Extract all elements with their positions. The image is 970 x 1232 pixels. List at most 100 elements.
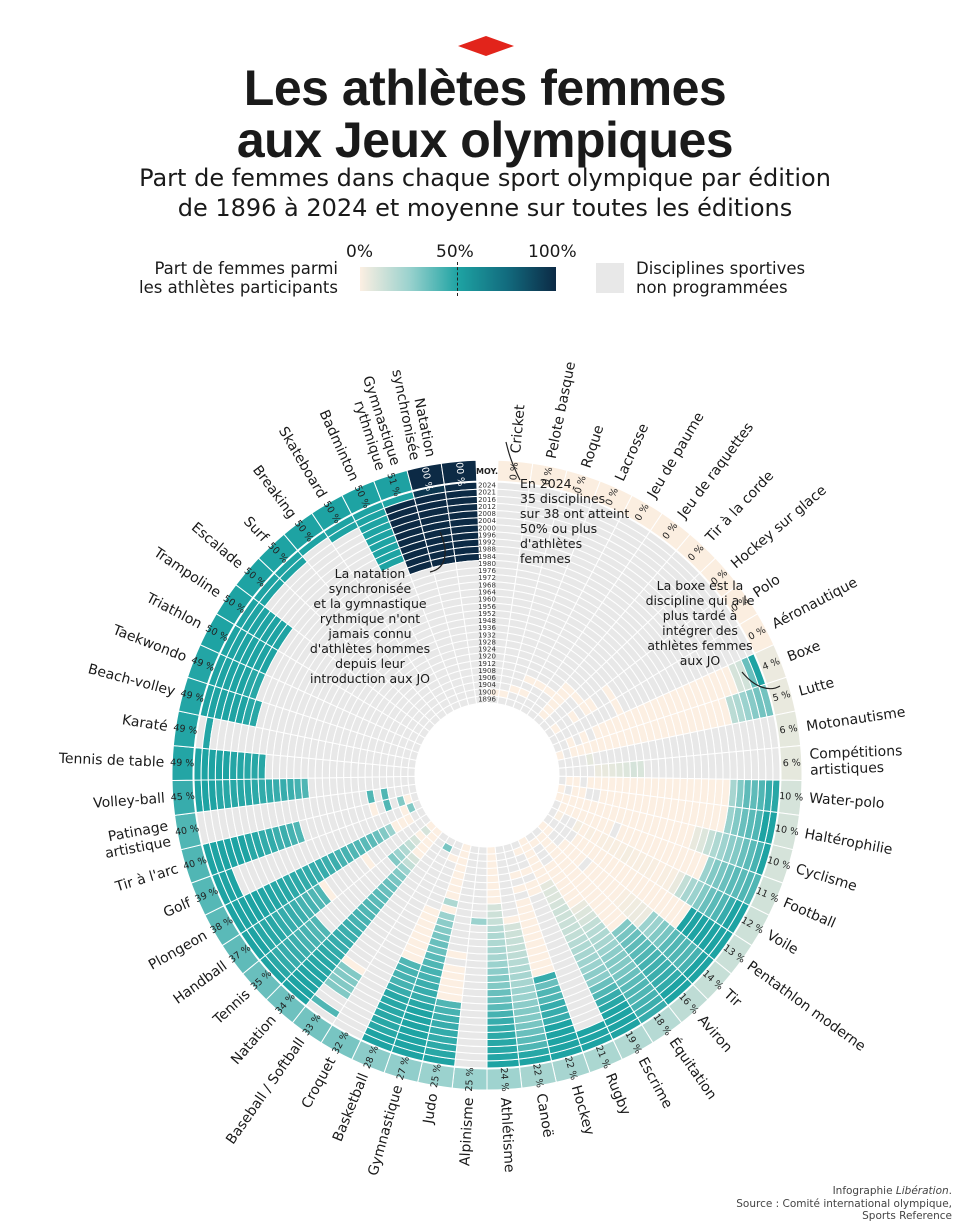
discipline-label: Croquet bbox=[299, 1054, 340, 1111]
legend-tick-0: 0% bbox=[346, 242, 373, 262]
discipline-label: Plongeon bbox=[146, 928, 210, 974]
year-label: 1908 bbox=[478, 667, 496, 675]
heatmap-cell bbox=[486, 853, 498, 862]
discipline-label: Voile bbox=[764, 928, 801, 958]
year-label: 1988 bbox=[478, 546, 496, 554]
year-label: 2016 bbox=[478, 496, 496, 504]
average-value-label: 22 % bbox=[530, 1063, 545, 1089]
legend-not-programmed-label: Disciplines sportives non programmées bbox=[636, 259, 805, 297]
discipline-label: Tir bbox=[720, 986, 745, 1011]
liberation-logo-icon bbox=[458, 36, 514, 56]
discipline-label: Haltérophilie bbox=[803, 826, 894, 858]
average-value-label: 24 % bbox=[498, 1067, 510, 1092]
discipline-label: Motonautisme bbox=[805, 704, 906, 735]
heatmap-cell bbox=[473, 881, 488, 891]
year-ruler: MOY. 202420212016201220082004200019961992… bbox=[476, 467, 498, 703]
year-label: 1948 bbox=[478, 617, 496, 625]
discipline-label: Lacrosse bbox=[612, 421, 652, 483]
heatmap-cell bbox=[565, 766, 574, 778]
year-label: 1960 bbox=[478, 596, 496, 604]
heatmap-cell bbox=[614, 761, 624, 778]
annotation-arrow bbox=[505, 441, 521, 481]
annotation-text: La boxe est la bbox=[657, 578, 744, 593]
heatmap-cell bbox=[607, 762, 617, 778]
legend-not-programmed-swatch bbox=[596, 263, 624, 293]
year-label: 1964 bbox=[478, 589, 496, 597]
average-value-label: 6 % bbox=[783, 758, 801, 770]
discipline-label: Aéronautique bbox=[770, 575, 861, 633]
discipline-label: Athlétisme bbox=[497, 1097, 517, 1173]
chart-subtitle-line2: de 1896 à 2024 et moyenne sur toutes les… bbox=[177, 194, 793, 222]
heatmap-cell bbox=[474, 695, 486, 705]
discipline-label: Boxe bbox=[785, 638, 823, 665]
average-value-label: 10 % bbox=[779, 791, 804, 804]
discipline-label: Handball bbox=[171, 958, 231, 1007]
heatmap-cell bbox=[476, 853, 488, 862]
year-label: 1972 bbox=[478, 574, 496, 582]
chart-title-line1: Les athlètes femmes bbox=[243, 60, 727, 116]
average-value-label: 49 % bbox=[170, 757, 195, 769]
heatmap-cell bbox=[371, 763, 381, 778]
annotation-text: discipline qui a le bbox=[646, 593, 755, 608]
heatmap-cell bbox=[564, 775, 574, 787]
discipline-label: Rugby bbox=[602, 1071, 633, 1118]
legend-scale-label-line1: Part de femmes parmi bbox=[154, 259, 338, 278]
average-ring: 0 % 0 % 0 %0 %0 %0 %0 %0 %0 %0 %4 %5 %6 %6… bbox=[170, 456, 804, 1092]
year-label: 2004 bbox=[478, 517, 496, 525]
discipline-label: Trampoline bbox=[150, 544, 224, 601]
heatmap-cell bbox=[400, 775, 410, 787]
heatmap-cell bbox=[557, 775, 567, 786]
discipline-label: Équitation bbox=[666, 1035, 721, 1103]
credit-line1: Infographie Libération. bbox=[832, 1185, 952, 1197]
discipline-label: Volley-ball bbox=[93, 791, 166, 812]
average-value-label: 10 % bbox=[774, 823, 800, 838]
annotation-text: et la gymnastique bbox=[313, 596, 427, 611]
annotation-text: intégrer des bbox=[662, 623, 738, 638]
discipline-label: Surf bbox=[240, 514, 272, 546]
average-ring-label: MOY. bbox=[476, 467, 498, 476]
year-label: 1904 bbox=[478, 681, 496, 689]
heatmap-cell bbox=[400, 766, 409, 778]
heatmap-cell bbox=[475, 867, 488, 877]
average-value-label: 25 % bbox=[464, 1067, 476, 1092]
year-label: 1984 bbox=[478, 553, 496, 561]
heatmap-cell bbox=[407, 783, 418, 795]
discipline-label: Tennis de table bbox=[57, 751, 164, 771]
heatmap-cell bbox=[494, 844, 506, 855]
heatmap-cell bbox=[385, 765, 395, 778]
annotation-arrow bbox=[429, 531, 446, 573]
discipline-label: Water-polo bbox=[809, 791, 885, 812]
average-ring-cell bbox=[440, 459, 478, 485]
heatmap-cell bbox=[350, 761, 360, 778]
heatmap-cell bbox=[343, 761, 352, 779]
year-label: 1976 bbox=[478, 567, 496, 575]
heatmap-cell bbox=[593, 763, 603, 778]
heatmap-cell bbox=[474, 874, 488, 884]
year-label: 1936 bbox=[478, 624, 496, 632]
annotation-text: athlètes femmes bbox=[647, 638, 752, 653]
legend-tick-50: 50% bbox=[436, 242, 474, 262]
heatmap-cell bbox=[407, 775, 417, 786]
discipline-label: Cricket bbox=[508, 403, 528, 454]
discipline-label: Escalade bbox=[188, 520, 246, 573]
legend-not-programmed-line2: non programmées bbox=[636, 278, 788, 297]
year-label: 1952 bbox=[478, 610, 496, 618]
annotation-text: depuis leur bbox=[335, 656, 406, 671]
average-value-label: 0 % bbox=[573, 474, 589, 495]
annotation-text: rythmique n'ont bbox=[320, 611, 420, 626]
annotation-text: La natation bbox=[335, 566, 406, 581]
heatmap-cells bbox=[193, 481, 781, 1069]
year-label: 1924 bbox=[478, 646, 496, 654]
heatmap-cell bbox=[558, 767, 567, 777]
annotation-text: 50% ou plus bbox=[520, 521, 597, 536]
discipline-label: Hockey bbox=[568, 1083, 597, 1137]
heatmap-cell bbox=[572, 765, 581, 778]
heatmap-cell bbox=[477, 846, 488, 855]
average-value-label: 0 % bbox=[541, 466, 555, 486]
year-label: 1956 bbox=[478, 603, 496, 611]
average-value-label: 100 % bbox=[453, 456, 467, 487]
annotation-arrow bbox=[741, 671, 781, 690]
discipline-label: Alpinisme bbox=[457, 1097, 477, 1166]
year-label: 1900 bbox=[478, 688, 496, 696]
annotation-text: plus tardé à bbox=[663, 608, 738, 623]
